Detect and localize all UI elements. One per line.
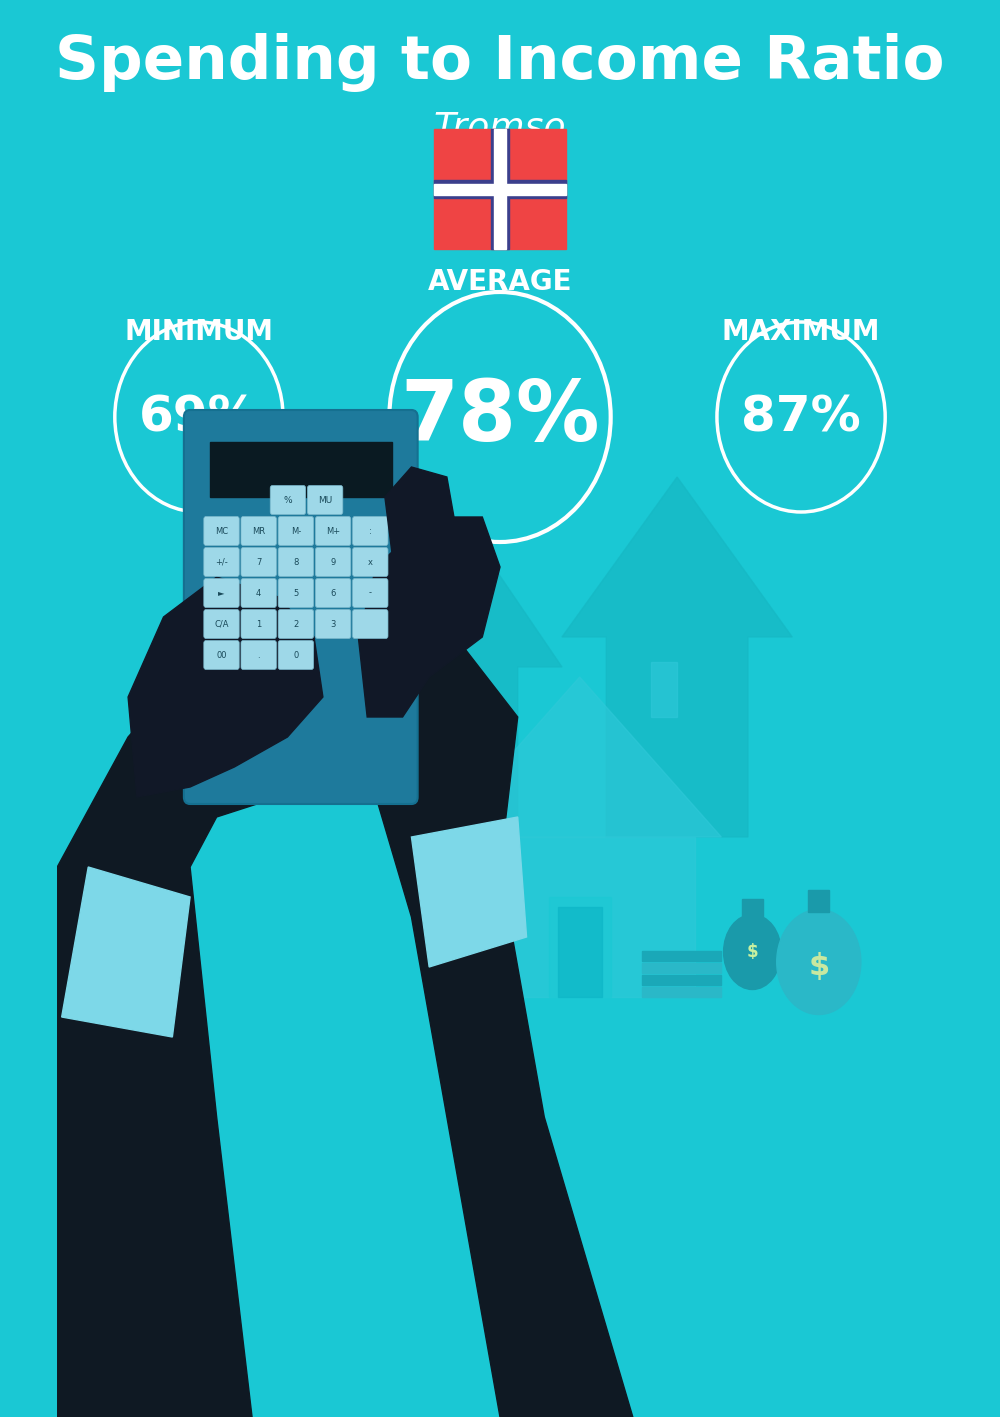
Polygon shape bbox=[128, 577, 323, 796]
FancyBboxPatch shape bbox=[278, 517, 314, 546]
Bar bbox=[642, 975, 721, 985]
Bar bbox=[558, 907, 602, 998]
Text: 2: 2 bbox=[293, 619, 299, 629]
Text: Tromso: Tromso bbox=[434, 111, 566, 145]
Text: 00: 00 bbox=[216, 650, 227, 659]
Bar bbox=[808, 890, 829, 913]
Polygon shape bbox=[57, 638, 323, 1417]
Text: 8: 8 bbox=[293, 557, 299, 567]
Bar bbox=[491, 129, 509, 249]
Text: -: - bbox=[369, 588, 372, 598]
Bar bbox=[434, 129, 566, 249]
Text: Spending to Income Ratio: Spending to Income Ratio bbox=[55, 33, 945, 92]
Text: MC: MC bbox=[215, 527, 228, 536]
Polygon shape bbox=[385, 537, 562, 837]
Text: 7: 7 bbox=[256, 557, 261, 567]
FancyBboxPatch shape bbox=[204, 640, 239, 669]
Text: $: $ bbox=[747, 942, 758, 961]
FancyBboxPatch shape bbox=[241, 578, 276, 608]
Text: 87%: 87% bbox=[741, 393, 861, 441]
Bar bbox=[494, 129, 506, 249]
FancyBboxPatch shape bbox=[353, 578, 388, 608]
Text: ►: ► bbox=[218, 588, 225, 598]
FancyBboxPatch shape bbox=[307, 486, 343, 514]
FancyBboxPatch shape bbox=[241, 547, 276, 577]
Polygon shape bbox=[367, 638, 633, 1417]
FancyBboxPatch shape bbox=[184, 410, 418, 803]
FancyBboxPatch shape bbox=[353, 547, 388, 577]
FancyBboxPatch shape bbox=[278, 640, 314, 669]
FancyBboxPatch shape bbox=[241, 517, 276, 546]
Text: %: % bbox=[284, 496, 292, 504]
Ellipse shape bbox=[777, 910, 861, 1015]
FancyBboxPatch shape bbox=[204, 609, 239, 639]
FancyBboxPatch shape bbox=[204, 547, 239, 577]
Bar bbox=[642, 964, 721, 973]
Text: MU: MU bbox=[318, 496, 332, 504]
Polygon shape bbox=[562, 478, 792, 837]
FancyBboxPatch shape bbox=[315, 547, 351, 577]
FancyBboxPatch shape bbox=[204, 517, 239, 546]
Text: 69%: 69% bbox=[139, 393, 259, 441]
FancyBboxPatch shape bbox=[278, 609, 314, 639]
Text: 5: 5 bbox=[293, 588, 299, 598]
FancyBboxPatch shape bbox=[278, 578, 314, 608]
Polygon shape bbox=[411, 818, 527, 966]
Text: AVERAGE: AVERAGE bbox=[428, 268, 572, 296]
Bar bbox=[742, 898, 763, 917]
Text: 9: 9 bbox=[330, 557, 336, 567]
Text: $: $ bbox=[808, 952, 829, 982]
FancyBboxPatch shape bbox=[278, 547, 314, 577]
Text: 1: 1 bbox=[256, 619, 261, 629]
Text: MINIMUM: MINIMUM bbox=[124, 317, 273, 346]
Bar bbox=[642, 951, 721, 961]
FancyBboxPatch shape bbox=[315, 517, 351, 546]
Text: 3: 3 bbox=[330, 619, 336, 629]
Text: 6: 6 bbox=[330, 588, 336, 598]
Polygon shape bbox=[438, 677, 721, 837]
Text: 78%: 78% bbox=[400, 377, 600, 458]
Bar bbox=[465, 837, 695, 998]
Text: C/A: C/A bbox=[214, 619, 229, 629]
Polygon shape bbox=[358, 517, 500, 717]
Bar bbox=[210, 442, 392, 497]
Text: .: . bbox=[257, 650, 260, 659]
FancyBboxPatch shape bbox=[315, 609, 351, 639]
FancyBboxPatch shape bbox=[315, 578, 351, 608]
FancyBboxPatch shape bbox=[241, 609, 276, 639]
Text: M+: M+ bbox=[326, 527, 340, 536]
FancyBboxPatch shape bbox=[353, 609, 388, 639]
Text: M-: M- bbox=[291, 527, 301, 536]
FancyBboxPatch shape bbox=[204, 578, 239, 608]
FancyBboxPatch shape bbox=[241, 640, 276, 669]
Bar bbox=[549, 897, 611, 998]
Text: :: : bbox=[369, 527, 372, 536]
Text: +/-: +/- bbox=[215, 557, 228, 567]
Polygon shape bbox=[62, 867, 190, 1037]
Text: 4: 4 bbox=[256, 588, 261, 598]
FancyBboxPatch shape bbox=[353, 517, 388, 546]
Ellipse shape bbox=[724, 914, 781, 989]
Text: MAXIMUM: MAXIMUM bbox=[722, 317, 880, 346]
Polygon shape bbox=[385, 468, 456, 567]
FancyBboxPatch shape bbox=[270, 486, 306, 514]
Bar bbox=[434, 180, 566, 198]
Text: x: x bbox=[368, 557, 373, 567]
Text: MR: MR bbox=[252, 527, 265, 536]
Text: 0: 0 bbox=[293, 650, 299, 659]
Bar bbox=[651, 662, 677, 717]
Bar bbox=[434, 183, 566, 194]
Bar bbox=[642, 988, 721, 998]
